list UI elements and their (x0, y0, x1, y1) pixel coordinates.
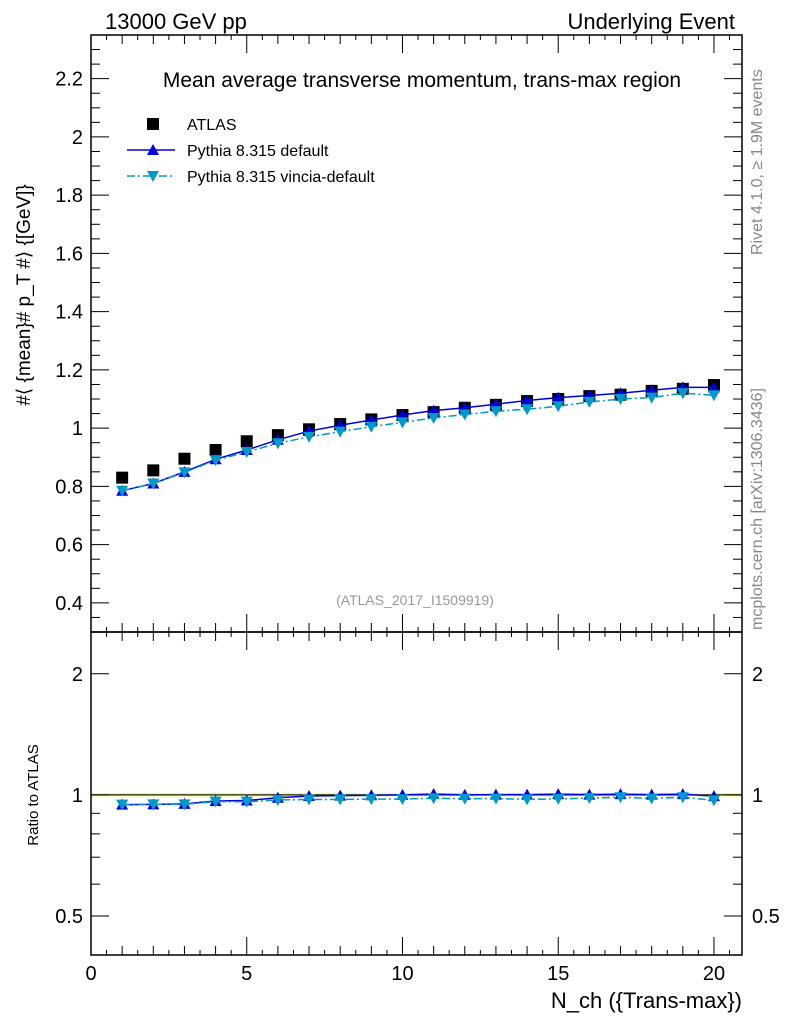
data-point (334, 426, 347, 438)
side-bottom: mcplots.cern.ch [arXiv:1306.3436] (749, 388, 766, 630)
y-tick-label: 2.2 (55, 69, 83, 91)
ratio-point (116, 799, 129, 811)
data-point (240, 447, 253, 459)
data-point (178, 452, 191, 465)
data-point (178, 467, 191, 479)
ratio-y-label: Ratio to ATLAS (25, 744, 42, 845)
y-tick-label: 2 (72, 127, 83, 149)
data-point (147, 478, 160, 490)
ratio-point (645, 793, 658, 805)
x-tick-label: 0 (85, 963, 96, 985)
ratio-point (303, 794, 316, 806)
legend: ATLAS Pythia 8.315 default Pythia 8.315 … (187, 117, 375, 186)
data-point (116, 471, 129, 484)
data-point (676, 388, 689, 400)
watermark: (ATLAS_2017_I1509919) (336, 592, 494, 608)
data-point (614, 394, 627, 406)
ratio-y-tick-label: 2 (72, 664, 83, 686)
ratio-point (614, 792, 627, 804)
data-point (521, 394, 534, 406)
ratio-y-tick-label: 1 (752, 785, 763, 807)
y-tick-label: 1 (72, 418, 83, 440)
data-point (521, 404, 534, 416)
data-point (240, 435, 253, 448)
data-point (583, 396, 596, 408)
ratio-point (676, 792, 689, 804)
series-line-1 (121, 386, 714, 492)
x-tick-label: 20 (703, 963, 725, 985)
ratio-y-tick-label: 1 (72, 785, 83, 807)
ratio-point (396, 794, 409, 806)
chart-title: Mean average transverse momentum, trans-… (163, 69, 681, 92)
data-point (489, 406, 502, 418)
ratio-point (489, 793, 502, 805)
y-tick-label: 1.6 (55, 243, 83, 265)
ratio-point (427, 793, 440, 805)
data-point (396, 417, 409, 429)
data-point (209, 443, 222, 456)
legend-label-vincia: Pythia 8.315 vincia-default (187, 169, 375, 186)
ratio-point (365, 794, 378, 806)
data-point (427, 412, 440, 424)
data-point (365, 421, 378, 433)
ratio-point (209, 796, 222, 808)
series-line-2 (121, 392, 715, 492)
x-tick-label: 5 (241, 963, 252, 985)
data-point (271, 438, 284, 450)
header-left: 13000 GeV pp (105, 9, 247, 34)
ratio-point (583, 793, 596, 805)
y-tick-label: 1.2 (55, 360, 83, 382)
y-tick-label: 0.8 (55, 476, 83, 498)
ratio-y-tick-label: 0.5 (752, 906, 780, 928)
data-point (707, 390, 720, 402)
legend-marker (147, 144, 159, 155)
ratio-point (521, 794, 534, 806)
side-top: Rivet 4.1.0, ≥ 1.9M events (749, 69, 766, 255)
x-axis-label: N_ch ({Trans-max}) (551, 988, 742, 1013)
data-point (552, 391, 565, 403)
data-point (116, 485, 129, 497)
ratio-point (240, 796, 253, 808)
y-tick-label: 1.8 (55, 185, 83, 207)
ratio-y-tick-label: 2 (752, 664, 763, 686)
data-point (303, 431, 316, 443)
y-tick-label: 0.4 (55, 593, 83, 615)
x-tick-label: 10 (391, 963, 413, 985)
ratio-point (178, 799, 191, 811)
legend-label-atlas: ATLAS (187, 117, 237, 134)
y-tick-label: 0.6 (55, 535, 83, 557)
legend-marker (147, 171, 159, 182)
x-tick-label: 15 (547, 963, 569, 985)
ratio-point (147, 799, 160, 811)
ratio-line-2 (122, 796, 715, 806)
y-tick-label: 1.4 (55, 302, 83, 324)
ratio-point (552, 793, 565, 805)
ratio-point (271, 794, 284, 806)
data-point (552, 401, 565, 413)
ratio-point (334, 794, 347, 806)
ratio-y-tick-label: 0.5 (55, 906, 83, 928)
data-point (645, 392, 658, 404)
header-right: Underlying Event (567, 9, 735, 34)
data-point (458, 409, 471, 421)
ratio-frame (90, 631, 743, 956)
ratio-point (458, 793, 471, 805)
legend-label-default: Pythia 8.315 default (187, 143, 329, 160)
data-point (396, 409, 409, 421)
data-point (645, 384, 658, 396)
data-point (209, 455, 222, 467)
legend-marker (147, 118, 159, 130)
data-point (707, 381, 720, 393)
data-point (147, 464, 160, 477)
ratio-point (707, 795, 720, 807)
data-point (427, 404, 440, 416)
y-axis-label: #⟨ {mean}# p_T #⟩ {[GeV]} (14, 184, 35, 406)
